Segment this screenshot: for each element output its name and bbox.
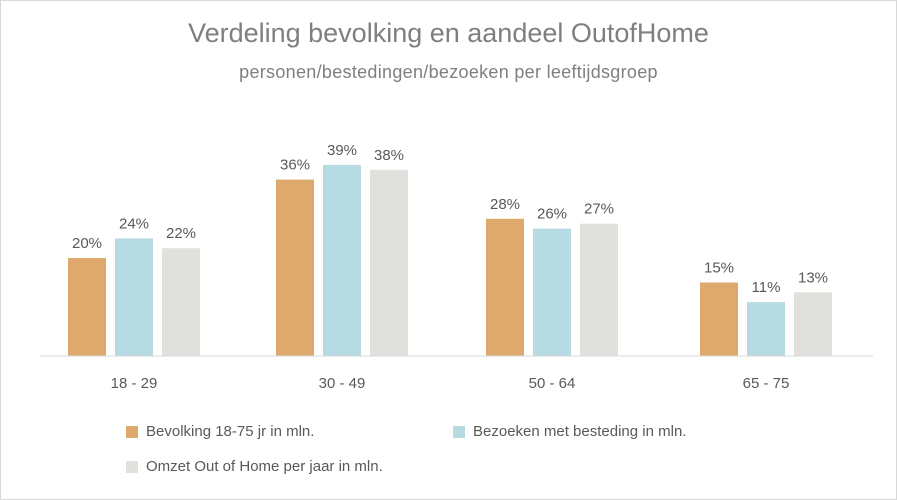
legend-swatch-bezoeken	[453, 425, 465, 438]
legend-label-omzet: Omzet Out of Home per jaar in mln.	[146, 458, 383, 475]
x-axis-labels: 18 - 29 30 - 49 50 - 64 65 - 75	[111, 375, 790, 392]
x-tick-label-3: 65 - 75	[743, 375, 790, 392]
x-tick-label-0: 18 - 29	[111, 375, 158, 392]
data-label-series1-cat0: 24%	[119, 215, 149, 232]
data-label-series0-cat1: 36%	[280, 157, 310, 174]
bar-series1-cat2	[533, 228, 571, 356]
data-label-series0-cat2: 28%	[490, 196, 520, 213]
data-label-series1-cat3: 11%	[752, 279, 781, 296]
data-label-series1-cat2: 26%	[537, 206, 567, 223]
bar-series0-cat1	[276, 179, 314, 356]
data-label-series0-cat3: 15%	[704, 260, 734, 277]
legend-swatch-omzet	[126, 460, 138, 473]
legend-item-bevolking: Bevolking 18-75 jr in mln.	[126, 423, 314, 440]
bars-group: 20% 24% 22% 36% 39% 38% 28% 26% 27% 15% 11% 13%	[68, 142, 832, 356]
data-label-series0-cat0: 20%	[72, 235, 102, 252]
bar-series2-cat2	[580, 223, 618, 356]
chart-subtitle: personen/bestedingen/bezoeken per leefti…	[239, 62, 658, 82]
legend-label-bezoeken: Bezoeken met besteding in mln.	[473, 423, 687, 440]
legend-label-bevolking: Bevolking 18-75 jr in mln.	[146, 423, 315, 440]
bar-series2-cat3	[794, 292, 832, 356]
bar-series0-cat2	[486, 218, 524, 356]
data-label-series2-cat1: 38%	[374, 147, 404, 164]
data-label-series2-cat0: 22%	[166, 225, 196, 242]
bar-series1-cat3	[747, 302, 785, 356]
data-label-series1-cat1: 39%	[327, 142, 357, 159]
bar-series2-cat0	[162, 248, 200, 356]
bar-series0-cat3	[700, 282, 738, 356]
legend-swatch-bevolking	[126, 425, 138, 438]
bar-series1-cat1	[323, 164, 361, 356]
bar-series0-cat0	[68, 258, 106, 356]
legend-item-omzet: Omzet Out of Home per jaar in mln.	[126, 458, 383, 475]
data-label-series2-cat2: 27%	[584, 201, 614, 218]
x-tick-label-2: 50 - 64	[529, 375, 576, 392]
x-tick-label-1: 30 - 49	[319, 375, 366, 392]
chart-title: Verdeling bevolking en aandeel OutofHome	[188, 18, 709, 48]
data-label-series2-cat3: 13%	[798, 269, 828, 286]
bar-series2-cat1	[370, 169, 408, 356]
bar-series1-cat0	[115, 238, 153, 356]
legend-item-bezoeken: Bezoeken met besteding in mln.	[453, 423, 686, 440]
